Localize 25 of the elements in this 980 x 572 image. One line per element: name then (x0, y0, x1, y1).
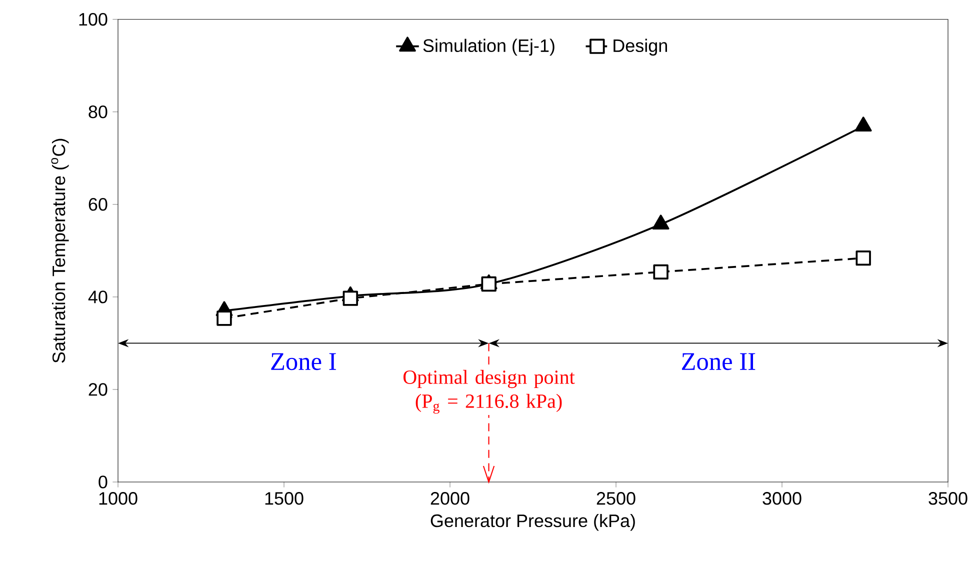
y-tick-label: 80 (88, 105, 108, 118)
point (856, 250, 871, 266)
annotation: Zone I (271, 353, 336, 370)
y-tick-label: 20 (88, 383, 108, 396)
y-tick-label: 60 (88, 198, 108, 211)
x-axis-title: Generator Pressure (kPa) (430, 514, 635, 531)
legend-label: Design (614, 38, 667, 56)
y-axis-title: Saturation Temperature ($^{o}$C) (51, 138, 69, 363)
point (854, 116, 872, 132)
x-tick-label: 2500 (596, 492, 636, 505)
point (652, 214, 670, 230)
y-tick-label: 40 (88, 290, 108, 304)
x-tick-label: 3000 (762, 492, 802, 505)
ref-line-label: Optimal design point (P$_{g}$ = 2116.8 kPa) (403, 370, 575, 414)
y-tick-label: 100 (79, 12, 108, 26)
annotation: Zone II (682, 353, 756, 370)
y-tick-label: 0 (98, 476, 108, 488)
point (653, 264, 668, 280)
point (216, 310, 232, 326)
x-tick-label: 3500 (928, 492, 968, 505)
x-tick-label: 2000 (430, 492, 470, 505)
legend-label: Simulation (Ej-1) (423, 38, 554, 56)
point (342, 290, 358, 306)
x-tick-label: 1000 (99, 492, 138, 505)
x-tick-label: 1500 (265, 492, 304, 505)
